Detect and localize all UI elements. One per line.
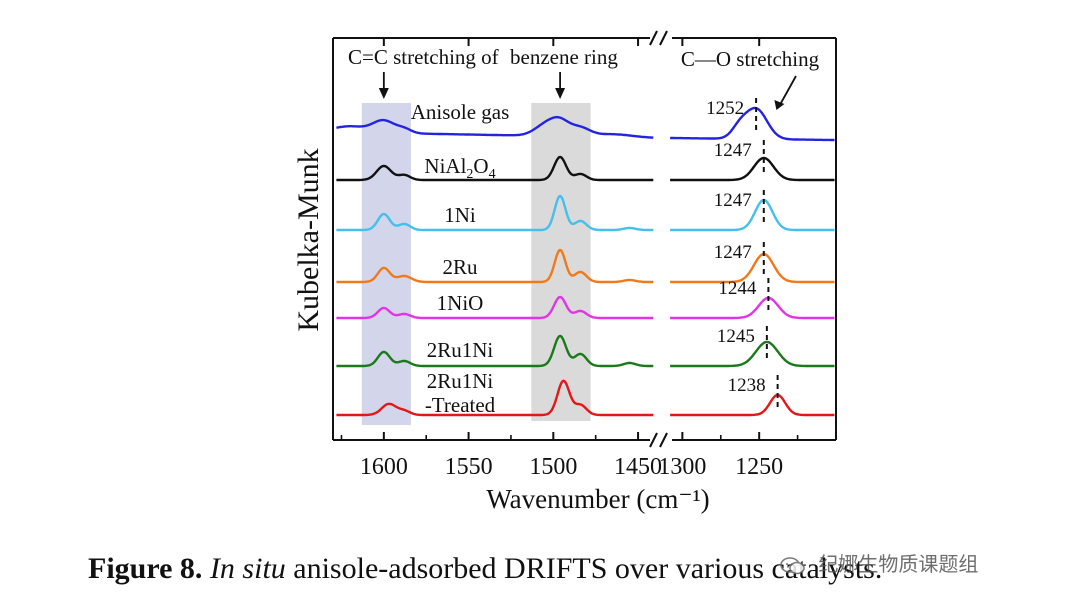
tick-label-1250: 1250 xyxy=(735,454,783,480)
label-sub: 4 xyxy=(489,167,496,182)
spectrum-2ru1ni-treated-left xyxy=(336,379,654,417)
series-label-line1: 2Ru1Ni xyxy=(427,369,494,393)
tick-label-1550: 1550 xyxy=(445,454,493,480)
annotation-co: C—O stretching xyxy=(681,47,820,71)
caption-italic: In situ xyxy=(209,552,286,585)
caption-label: Figure 8. xyxy=(88,552,203,585)
tick-label-1600: 1600 xyxy=(360,454,408,480)
series-label-anisole-gas: Anisole gas xyxy=(411,100,510,124)
series-label-2ru: 2Ru xyxy=(442,255,478,279)
label-part: O xyxy=(473,154,488,178)
spectrum-2ru1ni-left xyxy=(336,334,654,368)
axis-break-mark xyxy=(659,30,668,46)
label-sub: 2 xyxy=(466,167,473,182)
figure-caption: Figure 8. In situ anisole-adsorbed DRIFT… xyxy=(88,552,1048,586)
spectrum-1ni-left xyxy=(336,194,654,232)
peak-label-1247: 1247 xyxy=(714,242,752,263)
annotation-co-arrow-shaft xyxy=(779,75,797,105)
spectrum-2ru-right xyxy=(670,252,835,284)
tick-label-1450: 1450 xyxy=(614,454,662,480)
axis-break-mark xyxy=(659,432,668,448)
series-label-1ni: 1Ni xyxy=(444,203,476,227)
annotation-arrow-head xyxy=(378,88,389,99)
spectra-curves xyxy=(336,106,835,417)
label-part: NiAl xyxy=(424,154,466,178)
spectrum-1nio-right xyxy=(670,296,835,320)
spectrum-1nio-left xyxy=(336,295,654,320)
spectrum-2ru1ni-right xyxy=(670,340,835,368)
annotation-co-arrow-head xyxy=(774,100,785,110)
watermark: 纪娜生物质课题组 xyxy=(780,548,978,577)
annotation-cc-left: C=C stretching of xyxy=(348,45,499,69)
peak-labels: 1252 1247 1247 1247 1244 1245 1238 xyxy=(706,98,779,407)
spectrum-1ni-right xyxy=(670,198,835,232)
tick-label-1500: 1500 xyxy=(529,454,577,480)
drifts-chart: Anisole gasNiAl2O41Ni2Ru1NiO2Ru1Ni2Ru1Ni… xyxy=(292,30,837,514)
series-label-2ru1ni: 2Ru1Ni xyxy=(427,338,494,362)
series-label-nial2o4: NiAl2O4 xyxy=(424,154,495,182)
spectrum-anisole-gas-left xyxy=(336,115,654,139)
peak-label-1245: 1245 xyxy=(717,326,755,347)
peak-label-1252: 1252 xyxy=(706,98,744,119)
spectrum-2ru1ni-treated-right xyxy=(670,393,835,417)
peak-label-1244: 1244 xyxy=(718,278,757,299)
spectrum-anisole-gas-right xyxy=(670,106,835,142)
band-cc-1600 xyxy=(361,103,411,425)
peak-label-1247: 1247 xyxy=(714,140,752,161)
caption-text: anisole-adsorbed DRIFTS over various cat… xyxy=(285,552,883,585)
peak-label-1238: 1238 xyxy=(728,375,766,396)
spectrum-nial2o4-left xyxy=(336,155,654,182)
axis-break-mark xyxy=(649,432,658,448)
tick-label-1300: 1300 xyxy=(658,454,706,480)
spectrum-nial2o4-right xyxy=(670,156,835,182)
x-axis-title: Wavenumber (cm⁻¹) xyxy=(486,484,709,514)
plot-frame xyxy=(332,30,837,448)
axis-break-mark xyxy=(649,30,658,46)
band-cc-1496 xyxy=(531,103,591,421)
annotation-arrow-head xyxy=(555,88,566,99)
y-axis-title: Kubelka-Munk xyxy=(292,148,325,331)
wechat-icon xyxy=(780,556,805,574)
watermark-text: 纪娜生物质课题组 xyxy=(818,552,979,576)
spectrum-2ru-left xyxy=(336,248,654,284)
series-label-1nio: 1NiO xyxy=(437,291,484,315)
series-labels: Anisole gasNiAl2O41Ni2Ru1NiO2Ru1Ni2Ru1Ni… xyxy=(411,100,510,417)
series-label-line2: -Treated xyxy=(425,393,496,417)
band-annotations: C=C stretching of benzene ring C—O stretch… xyxy=(348,45,820,110)
peak-label-1247: 1247 xyxy=(714,190,752,211)
annotation-cc-right: benzene ring xyxy=(510,45,618,69)
